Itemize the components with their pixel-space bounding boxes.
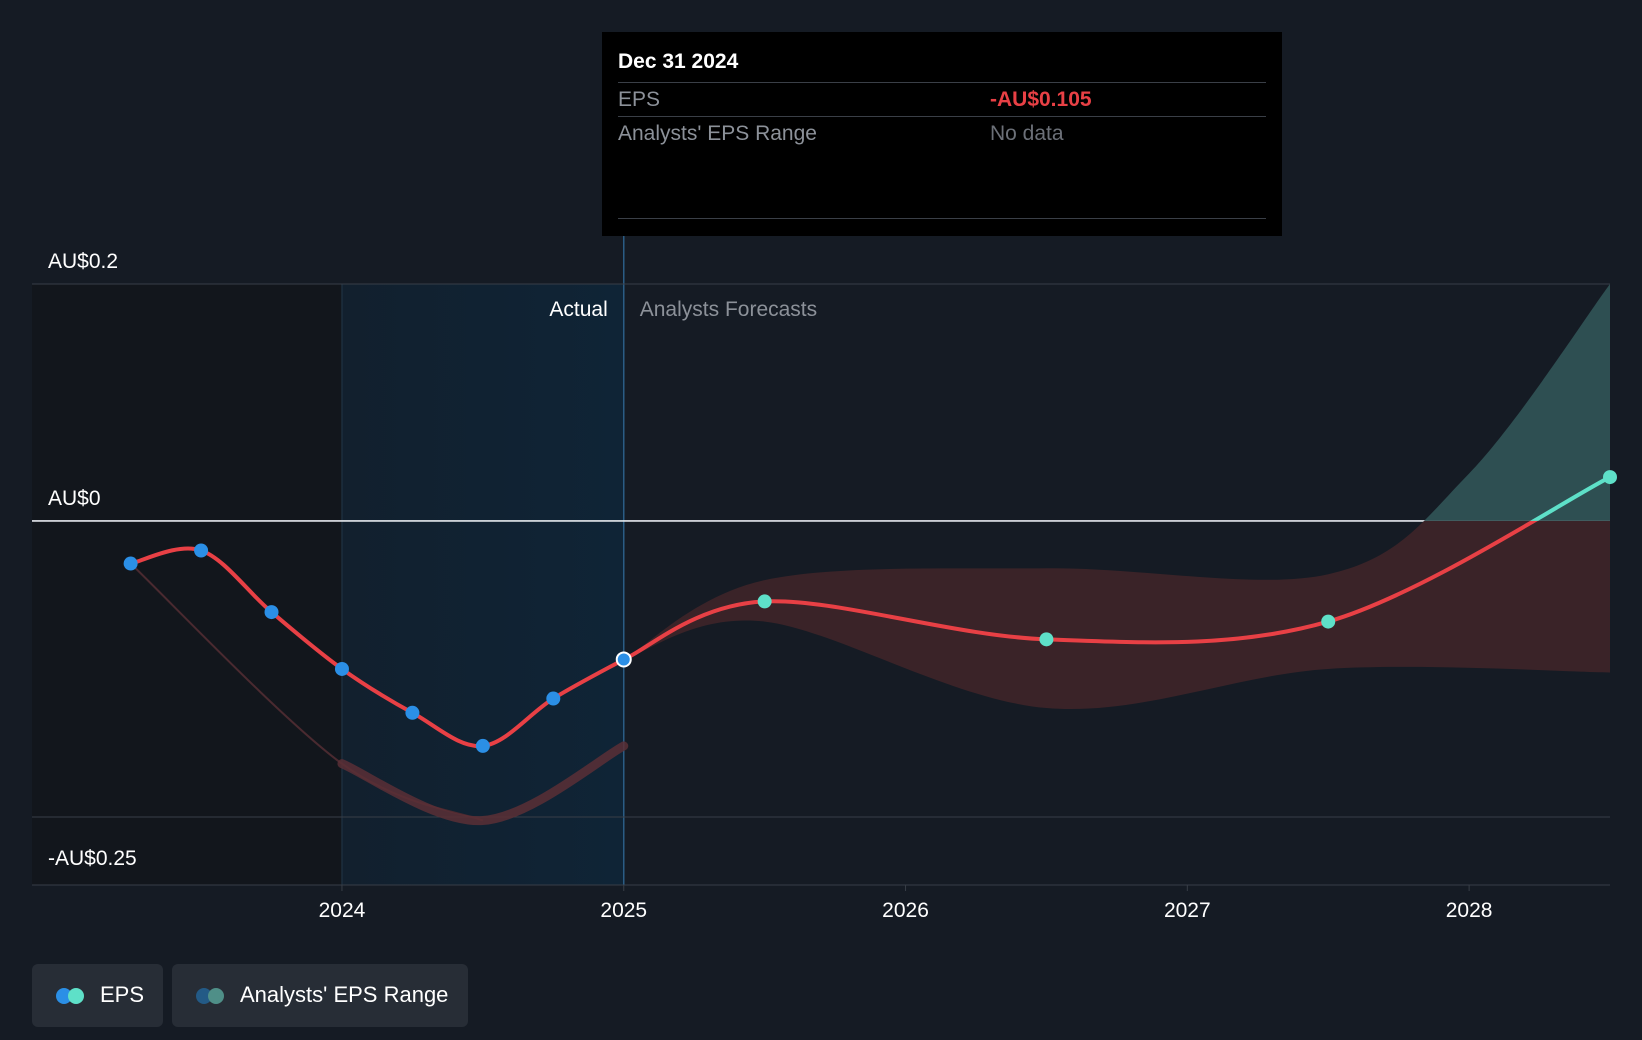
legend-item-eps[interactable]: EPS xyxy=(32,964,163,1027)
y-tick-label: -AU$0.25 xyxy=(48,847,137,870)
eps-actual-line xyxy=(130,546,625,748)
y-tick-label: AU$0 xyxy=(48,487,101,510)
eps-actual-point xyxy=(546,691,561,706)
actual-label: Actual xyxy=(549,298,607,321)
x-tick-label: 2026 xyxy=(882,899,929,922)
tooltip-row-eps: EPS -AU$0.105 xyxy=(618,84,1266,116)
eps-forecast-line xyxy=(622,520,1539,662)
history-area xyxy=(32,284,342,885)
legend-label-range: Analysts' EPS Range xyxy=(240,982,449,1007)
forecast-label: Analysts Forecasts xyxy=(640,298,817,321)
historical-range-band xyxy=(337,741,629,826)
eps-actual-point xyxy=(334,661,349,676)
tooltip: Dec 31 2024 EPS -AU$0.105 Analysts' EPS … xyxy=(602,32,1282,236)
eps-forecast-point xyxy=(1039,632,1054,647)
legend-label-eps: EPS xyxy=(100,982,145,1007)
eps-forecast-point xyxy=(757,594,772,609)
tooltip-separator xyxy=(618,82,1266,83)
x-tick-label: 2025 xyxy=(600,899,647,922)
tooltip-value-eps: -AU$0.105 xyxy=(990,88,1092,111)
x-tick-label: 2027 xyxy=(1164,899,1211,922)
eps-point-selected xyxy=(615,651,632,668)
x-tick-label: 2028 xyxy=(1446,899,1493,922)
tooltip-label-range: Analysts' EPS Range xyxy=(618,122,817,145)
tooltip-separator xyxy=(618,116,1266,117)
eps-forecast-point xyxy=(1321,614,1336,629)
tooltip-value-range: No data xyxy=(990,122,1064,145)
tooltip-separator xyxy=(618,218,1266,219)
y-tick-label: AU$0.2 xyxy=(48,250,118,273)
legend-item-range[interactable]: Analysts' EPS Range xyxy=(172,964,468,1027)
eps-forecast-point xyxy=(1603,470,1617,485)
forecast-range-positive xyxy=(1424,284,1610,521)
eps-actual-point xyxy=(194,543,209,558)
range-forecast-dot-icon xyxy=(208,988,224,1004)
eps-actual-point xyxy=(123,556,138,571)
x-tick-label: 2024 xyxy=(319,899,366,922)
tooltip-row-range: Analysts' EPS Range No data xyxy=(618,118,1266,150)
eps-actual-point xyxy=(264,605,279,620)
eps-actual-point xyxy=(475,738,490,753)
tooltip-label-eps: EPS xyxy=(618,88,661,111)
actual-period-band xyxy=(341,284,624,885)
eps-forecast-dot-icon xyxy=(68,988,84,1004)
eps-actual-point xyxy=(405,705,420,720)
tooltip-date: Dec 31 2024 xyxy=(618,50,739,73)
forecast-range-negative xyxy=(623,520,1610,709)
